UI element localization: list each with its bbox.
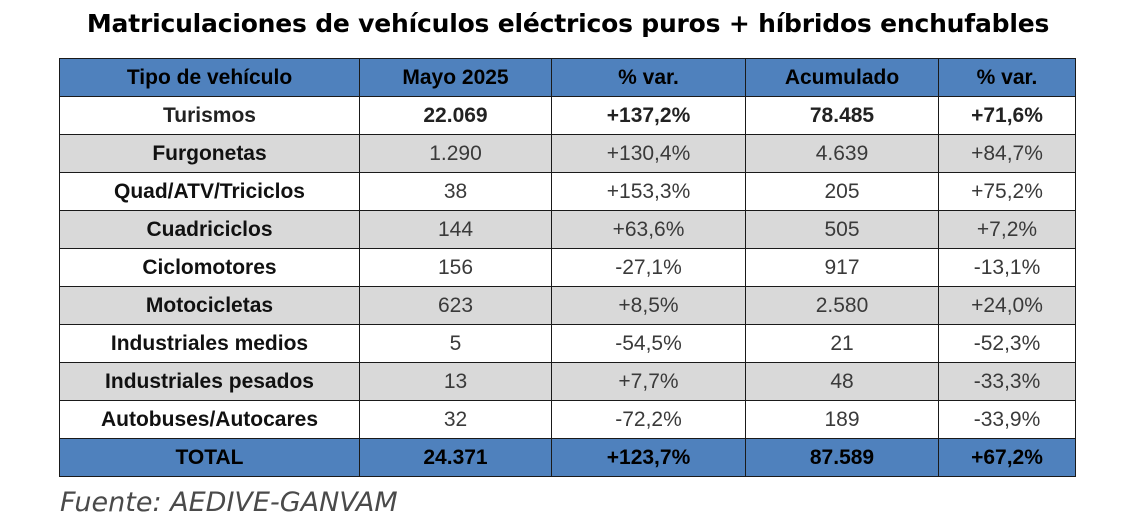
row-may-variation: +137,2% <box>551 96 746 135</box>
row-may-variation: -54,5% <box>551 324 746 363</box>
total-row: TOTAL 24.371 +123,7% 87.589 +67,2% <box>59 438 1076 477</box>
row-may-value: 623 <box>359 286 552 325</box>
table-row: Furgonetas 1.290 +130,4% 4.639 +84,7% <box>59 134 1076 173</box>
row-may-value: 156 <box>359 248 552 287</box>
row-may-variation: +153,3% <box>551 172 746 211</box>
row-vehicle-type: Turismos <box>59 96 360 135</box>
total-may-variation: +123,7% <box>551 438 746 477</box>
row-accumulated-value: 505 <box>745 210 939 249</box>
row-accumulated-variation: -33,9% <box>938 400 1076 439</box>
row-vehicle-type: Furgonetas <box>59 134 360 173</box>
row-may-variation: +63,6% <box>551 210 746 249</box>
header-accumulated-variation: % var. <box>938 58 1076 97</box>
total-accumulated-value: 87.589 <box>745 438 939 477</box>
row-accumulated-variation: +71,6% <box>938 96 1076 135</box>
row-may-value: 22.069 <box>359 96 552 135</box>
table-row: Ciclomotores 156 -27,1% 917 -13,1% <box>59 248 1076 287</box>
table-row: Industriales medios 5 -54,5% 21 -52,3% <box>59 324 1076 363</box>
total-accumulated-variation: +67,2% <box>938 438 1076 477</box>
row-accumulated-value: 2.580 <box>745 286 939 325</box>
source-caption: Fuente: AEDIVE-GANVAM <box>60 487 398 518</box>
row-may-value: 144 <box>359 210 552 249</box>
header-may-2025: Mayo 2025 <box>359 58 552 97</box>
row-accumulated-variation: -52,3% <box>938 324 1076 363</box>
row-may-value: 1.290 <box>359 134 552 173</box>
row-accumulated-value: 917 <box>745 248 939 287</box>
table-row: Quad/ATV/Triciclos 38 +153,3% 205 +75,2% <box>59 172 1076 211</box>
row-vehicle-type: Motocicletas <box>59 286 360 325</box>
table-header-row: Tipo de vehículo Mayo 2025 % var. Acumul… <box>59 58 1076 97</box>
row-accumulated-value: 189 <box>745 400 939 439</box>
row-vehicle-type: Ciclomotores <box>59 248 360 287</box>
row-may-variation: -27,1% <box>551 248 746 287</box>
row-may-variation: +130,4% <box>551 134 746 173</box>
row-may-value: 38 <box>359 172 552 211</box>
row-accumulated-variation: -13,1% <box>938 248 1076 287</box>
row-may-value: 5 <box>359 324 552 363</box>
table-row: Autobuses/Autocares 32 -72,2% 189 -33,9% <box>59 400 1076 439</box>
row-may-value: 32 <box>359 400 552 439</box>
row-may-value: 13 <box>359 362 552 401</box>
row-vehicle-type: Industriales pesados <box>59 362 360 401</box>
total-label: TOTAL <box>59 438 360 477</box>
row-accumulated-variation: +7,2% <box>938 210 1076 249</box>
table-row: Turismos 22.069 +137,2% 78.485 +71,6% <box>59 96 1076 135</box>
header-may-variation: % var. <box>551 58 746 97</box>
row-vehicle-type: Autobuses/Autocares <box>59 400 360 439</box>
row-vehicle-type: Cuadriciclos <box>59 210 360 249</box>
registrations-table: Tipo de vehículo Mayo 2025 % var. Acumul… <box>59 58 1076 477</box>
row-accumulated-variation: -33,3% <box>938 362 1076 401</box>
row-accumulated-variation: +24,0% <box>938 286 1076 325</box>
total-may-value: 24.371 <box>359 438 552 477</box>
row-accumulated-value: 48 <box>745 362 939 401</box>
row-accumulated-value: 78.485 <box>745 96 939 135</box>
row-accumulated-value: 4.639 <box>745 134 939 173</box>
row-vehicle-type: Industriales medios <box>59 324 360 363</box>
row-accumulated-value: 205 <box>745 172 939 211</box>
table-row: Motocicletas 623 +8,5% 2.580 +24,0% <box>59 286 1076 325</box>
row-may-variation: -72,2% <box>551 400 746 439</box>
row-may-variation: +8,5% <box>551 286 746 325</box>
row-vehicle-type: Quad/ATV/Triciclos <box>59 172 360 211</box>
row-accumulated-variation: +75,2% <box>938 172 1076 211</box>
page-title: Matriculaciones de vehículos eléctricos … <box>86 9 1050 38</box>
row-accumulated-value: 21 <box>745 324 939 363</box>
header-vehicle-type: Tipo de vehículo <box>59 58 360 97</box>
header-accumulated: Acumulado <box>745 58 939 97</box>
row-may-variation: +7,7% <box>551 362 746 401</box>
row-accumulated-variation: +84,7% <box>938 134 1076 173</box>
table-row: Cuadriciclos 144 +63,6% 505 +7,2% <box>59 210 1076 249</box>
table-row: Industriales pesados 13 +7,7% 48 -33,3% <box>59 362 1076 401</box>
